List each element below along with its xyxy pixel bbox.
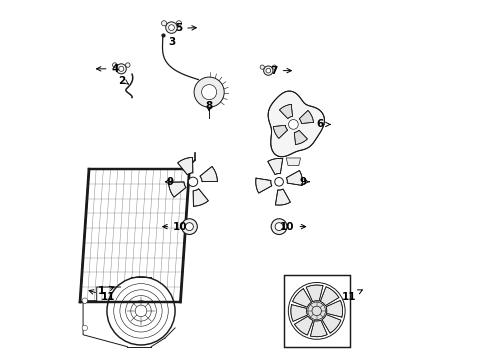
Circle shape (271, 219, 287, 234)
Text: 10: 10 (163, 222, 188, 231)
Text: 8: 8 (205, 102, 213, 112)
Polygon shape (169, 182, 186, 197)
Circle shape (181, 219, 197, 234)
Text: 9: 9 (166, 177, 173, 187)
Circle shape (264, 66, 273, 75)
Circle shape (275, 223, 283, 230)
Polygon shape (193, 189, 208, 206)
Text: 10: 10 (280, 222, 306, 231)
Circle shape (107, 277, 175, 345)
Polygon shape (322, 315, 341, 333)
Text: 11: 11 (342, 290, 363, 302)
Polygon shape (279, 104, 293, 118)
Polygon shape (268, 158, 283, 175)
Circle shape (188, 177, 197, 186)
Circle shape (289, 120, 298, 129)
Circle shape (169, 25, 174, 31)
Text: 11: 11 (89, 290, 115, 302)
Polygon shape (291, 305, 308, 321)
Polygon shape (326, 300, 343, 317)
Circle shape (82, 325, 88, 330)
Circle shape (119, 66, 124, 71)
Polygon shape (293, 289, 312, 307)
Circle shape (176, 21, 181, 26)
Circle shape (186, 223, 194, 230)
Circle shape (272, 65, 276, 69)
Polygon shape (275, 189, 291, 205)
Circle shape (161, 21, 167, 26)
Text: 1: 1 (98, 286, 114, 296)
Circle shape (312, 306, 321, 316)
Polygon shape (286, 158, 300, 166)
Circle shape (266, 68, 270, 73)
Polygon shape (80, 169, 190, 302)
Text: 5: 5 (175, 23, 196, 33)
Polygon shape (299, 111, 314, 123)
Polygon shape (311, 320, 327, 337)
Circle shape (116, 64, 126, 74)
Text: 4: 4 (97, 64, 119, 74)
Text: 6: 6 (317, 120, 330, 129)
Polygon shape (306, 285, 323, 302)
Circle shape (194, 77, 224, 107)
Polygon shape (273, 125, 288, 139)
Circle shape (82, 298, 88, 303)
Polygon shape (294, 130, 307, 144)
Circle shape (260, 65, 264, 69)
Text: 3: 3 (168, 37, 175, 47)
Polygon shape (200, 166, 218, 182)
Text: 2: 2 (118, 76, 125, 86)
Circle shape (113, 63, 117, 67)
Polygon shape (294, 316, 313, 335)
Polygon shape (178, 157, 193, 175)
Text: 9: 9 (299, 177, 310, 187)
Polygon shape (268, 91, 324, 157)
Circle shape (166, 22, 177, 33)
Circle shape (275, 177, 283, 186)
Polygon shape (320, 287, 339, 306)
Polygon shape (256, 178, 272, 193)
Circle shape (308, 302, 325, 320)
Polygon shape (286, 171, 302, 185)
Circle shape (125, 63, 130, 67)
Bar (284, 275, 350, 347)
Text: 7: 7 (270, 66, 292, 76)
Circle shape (201, 85, 217, 100)
